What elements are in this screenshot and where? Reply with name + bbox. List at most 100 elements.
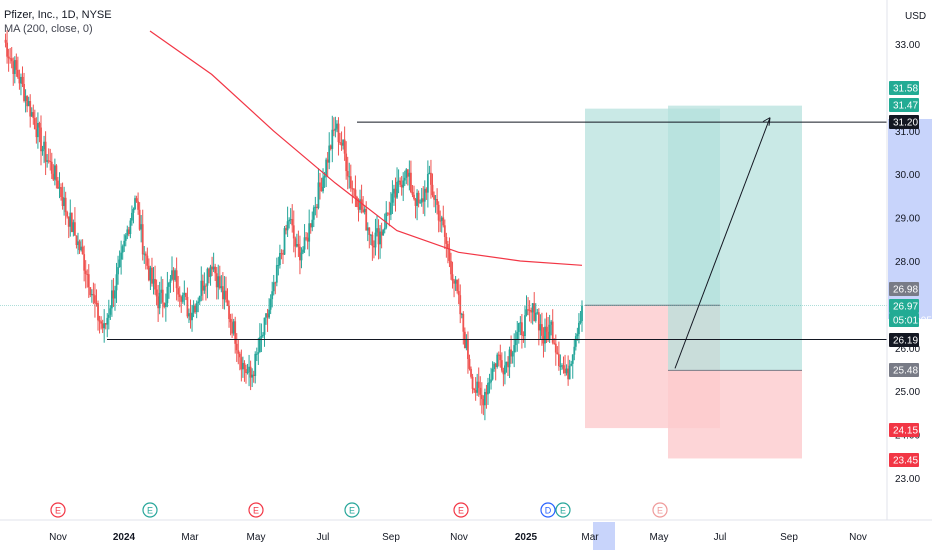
candle-body	[234, 321, 237, 344]
candle-body	[570, 363, 573, 366]
trend-arrow[interactable]	[674, 117, 771, 369]
candle-body	[474, 390, 477, 393]
candle-body	[405, 169, 408, 178]
candle-body	[303, 237, 306, 250]
time-tick-label: May	[247, 532, 266, 543]
position-zones[interactable]	[585, 105, 802, 459]
candle-body	[126, 229, 129, 236]
time-tick-label: Sep	[382, 532, 400, 543]
candle-body	[366, 227, 369, 231]
event-marker	[453, 502, 469, 518]
candle-body	[183, 292, 186, 295]
candle-body	[297, 244, 300, 247]
candle-body	[488, 382, 491, 384]
candle-body	[544, 326, 546, 344]
candle-body	[254, 353, 257, 377]
candle-body	[169, 279, 172, 283]
candle-body	[221, 286, 224, 300]
candle-body	[66, 212, 69, 217]
candle-body	[440, 217, 443, 221]
time-tick-label: Jul	[714, 532, 727, 543]
candle-body	[186, 296, 189, 317]
candle-body	[58, 187, 61, 189]
chart-legend: Pfizer, Inc., 1D, NYSE MA (200, close, 0…	[4, 8, 112, 36]
candle-body	[436, 199, 439, 205]
candle-body	[135, 198, 138, 202]
candle-body	[89, 287, 92, 296]
candle-body	[232, 321, 235, 334]
candle-body	[123, 240, 126, 247]
candle-body	[420, 198, 423, 203]
candle-body	[67, 216, 70, 227]
price-label: 26.19	[893, 336, 918, 347]
candles	[4, 30, 583, 421]
candle-body	[214, 266, 217, 274]
candle-body	[522, 335, 525, 337]
candle-body	[251, 374, 254, 378]
candle-body	[430, 172, 432, 185]
candle-body	[260, 336, 263, 338]
price-label-bg	[889, 98, 919, 112]
price-label: 24.15	[893, 426, 918, 437]
candle-body	[504, 365, 506, 375]
event-marker	[248, 502, 264, 518]
candle-body	[44, 141, 47, 162]
candle-body	[371, 234, 374, 246]
candle-body	[112, 290, 115, 299]
currency-label[interactable]: USD	[905, 11, 926, 22]
candle-body	[29, 101, 32, 117]
candle-body	[211, 266, 213, 270]
candle-body	[38, 123, 41, 128]
candle-body	[308, 223, 311, 242]
candle-body	[212, 266, 215, 270]
candle-body	[434, 199, 437, 201]
candle-body	[545, 326, 548, 332]
candle-body	[539, 324, 542, 331]
candle-body	[240, 357, 243, 370]
candle-body	[262, 334, 264, 337]
candle-body	[559, 366, 562, 368]
price-tick-label: 33.00	[895, 40, 920, 51]
candle-body	[425, 188, 428, 193]
candle-body	[380, 231, 383, 236]
candle-body	[369, 234, 372, 236]
candle-body	[349, 176, 352, 189]
candle-body	[485, 392, 488, 395]
candle-body	[146, 255, 149, 266]
candle-body	[124, 235, 127, 241]
candle-body	[551, 321, 554, 343]
candle-body	[386, 212, 389, 214]
candle-body	[74, 222, 76, 236]
candle-body	[275, 265, 278, 283]
candle-body	[97, 303, 99, 321]
candle-body	[437, 204, 440, 221]
price-tick-label: 29.00	[895, 214, 920, 225]
candle-body	[83, 254, 86, 271]
candle-body	[579, 321, 582, 323]
candle-body	[171, 270, 173, 280]
candle-body	[258, 337, 261, 353]
price-label-bg	[889, 115, 919, 129]
candle-body	[18, 77, 21, 84]
candle-body	[274, 282, 277, 284]
time-axis[interactable]: Nov 2024 Mar May Jul Sep Nov 2025 Mar May Jul Sep No…	[49, 532, 867, 543]
candle-body	[562, 365, 565, 369]
candle-body	[109, 308, 112, 315]
candle-body	[377, 228, 380, 245]
candle-body	[10, 58, 13, 62]
horizontal-lines[interactable]	[0, 121, 887, 341]
candle-body	[131, 212, 133, 221]
candle-body	[443, 225, 446, 237]
candle-body	[423, 188, 426, 202]
candle-body	[480, 394, 483, 400]
candle-body	[225, 290, 227, 300]
candle-body	[152, 278, 155, 284]
candle-body	[314, 206, 317, 208]
candle-body	[184, 292, 187, 297]
time-tick-label: Mar	[581, 532, 599, 543]
candle-body	[322, 177, 324, 192]
event-marker	[50, 502, 66, 518]
candle-body	[422, 198, 425, 202]
